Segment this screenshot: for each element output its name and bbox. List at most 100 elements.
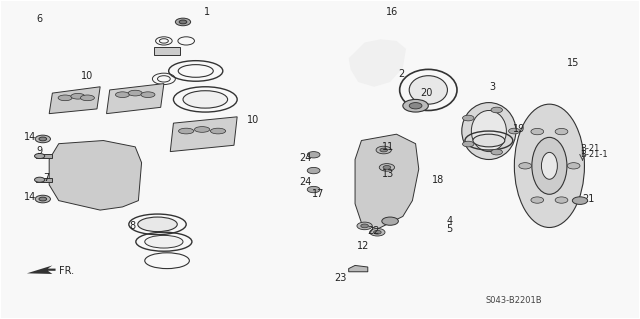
Ellipse shape xyxy=(81,95,95,101)
Ellipse shape xyxy=(409,76,447,104)
Text: 4: 4 xyxy=(446,216,452,226)
Circle shape xyxy=(361,224,369,228)
Ellipse shape xyxy=(141,92,155,98)
Text: 11: 11 xyxy=(383,142,395,152)
Circle shape xyxy=(555,197,568,203)
Ellipse shape xyxy=(58,95,72,101)
Circle shape xyxy=(382,217,398,225)
Circle shape xyxy=(307,186,320,193)
Text: 9: 9 xyxy=(36,146,43,156)
Ellipse shape xyxy=(178,65,213,77)
Text: 23: 23 xyxy=(334,273,347,283)
Ellipse shape xyxy=(515,104,584,227)
Circle shape xyxy=(307,152,320,158)
Circle shape xyxy=(35,177,45,182)
Ellipse shape xyxy=(195,127,210,132)
Circle shape xyxy=(374,230,381,234)
Text: S043-B2201B: S043-B2201B xyxy=(486,296,542,305)
Text: FR.: FR. xyxy=(59,266,74,276)
Circle shape xyxy=(39,137,47,141)
Polygon shape xyxy=(349,265,368,272)
Text: 6: 6 xyxy=(36,14,43,24)
Circle shape xyxy=(35,153,45,159)
Ellipse shape xyxy=(462,103,516,160)
Circle shape xyxy=(35,135,51,143)
Polygon shape xyxy=(170,117,237,152)
Circle shape xyxy=(380,148,388,152)
Text: B-21: B-21 xyxy=(580,144,600,153)
Text: 3: 3 xyxy=(489,82,495,92)
Circle shape xyxy=(376,146,392,154)
Ellipse shape xyxy=(183,91,228,108)
Circle shape xyxy=(383,166,391,169)
Circle shape xyxy=(572,197,588,204)
Polygon shape xyxy=(355,134,419,229)
Text: 2: 2 xyxy=(398,69,404,79)
Text: 10: 10 xyxy=(246,115,259,125)
Bar xyxy=(132,11,310,122)
Text: 13: 13 xyxy=(383,169,395,179)
Ellipse shape xyxy=(211,128,226,134)
Ellipse shape xyxy=(138,217,177,232)
Circle shape xyxy=(531,197,543,203)
Circle shape xyxy=(403,100,428,112)
Ellipse shape xyxy=(532,137,567,194)
Circle shape xyxy=(509,128,520,134)
Polygon shape xyxy=(24,95,52,109)
Text: 18: 18 xyxy=(432,175,444,185)
Ellipse shape xyxy=(115,92,129,98)
Ellipse shape xyxy=(179,128,194,134)
Polygon shape xyxy=(27,265,56,274)
Ellipse shape xyxy=(71,93,85,99)
Circle shape xyxy=(491,107,502,113)
Bar xyxy=(278,115,447,235)
Text: 20: 20 xyxy=(420,88,433,98)
Polygon shape xyxy=(49,141,141,210)
Polygon shape xyxy=(106,84,164,114)
Text: 14: 14 xyxy=(24,132,36,142)
Text: 16: 16 xyxy=(386,7,398,18)
Circle shape xyxy=(179,20,187,24)
Circle shape xyxy=(175,18,191,26)
Polygon shape xyxy=(349,39,406,87)
Ellipse shape xyxy=(128,90,142,96)
Circle shape xyxy=(39,197,47,201)
Ellipse shape xyxy=(145,235,183,248)
Circle shape xyxy=(555,129,568,135)
Text: 1: 1 xyxy=(204,7,210,18)
Text: 17: 17 xyxy=(312,189,324,199)
Text: 21: 21 xyxy=(582,194,595,204)
Circle shape xyxy=(409,103,422,109)
Circle shape xyxy=(307,167,320,174)
Ellipse shape xyxy=(541,152,557,179)
Text: B-21-1: B-21-1 xyxy=(580,150,607,159)
Text: 22: 22 xyxy=(367,226,380,236)
Text: 10: 10 xyxy=(81,71,93,81)
Text: 8: 8 xyxy=(129,221,135,231)
Ellipse shape xyxy=(471,110,506,152)
Text: 14: 14 xyxy=(24,192,36,203)
Circle shape xyxy=(35,195,51,203)
Circle shape xyxy=(531,129,543,135)
Text: 12: 12 xyxy=(357,241,369,251)
Circle shape xyxy=(380,164,394,171)
Text: 5: 5 xyxy=(446,224,452,234)
Circle shape xyxy=(463,115,474,121)
Text: 24: 24 xyxy=(300,153,312,163)
Ellipse shape xyxy=(473,134,505,147)
Circle shape xyxy=(463,141,474,147)
Bar xyxy=(154,47,180,55)
Text: 24: 24 xyxy=(300,177,312,187)
Circle shape xyxy=(567,163,580,169)
Circle shape xyxy=(519,163,532,169)
Text: 7: 7 xyxy=(43,174,49,183)
Bar xyxy=(36,178,52,182)
Circle shape xyxy=(370,228,385,236)
Polygon shape xyxy=(49,87,100,114)
Text: 19: 19 xyxy=(513,124,525,135)
Polygon shape xyxy=(342,14,412,101)
Text: 15: 15 xyxy=(568,58,580,68)
Ellipse shape xyxy=(495,74,604,257)
Circle shape xyxy=(491,149,502,155)
Circle shape xyxy=(357,222,372,230)
